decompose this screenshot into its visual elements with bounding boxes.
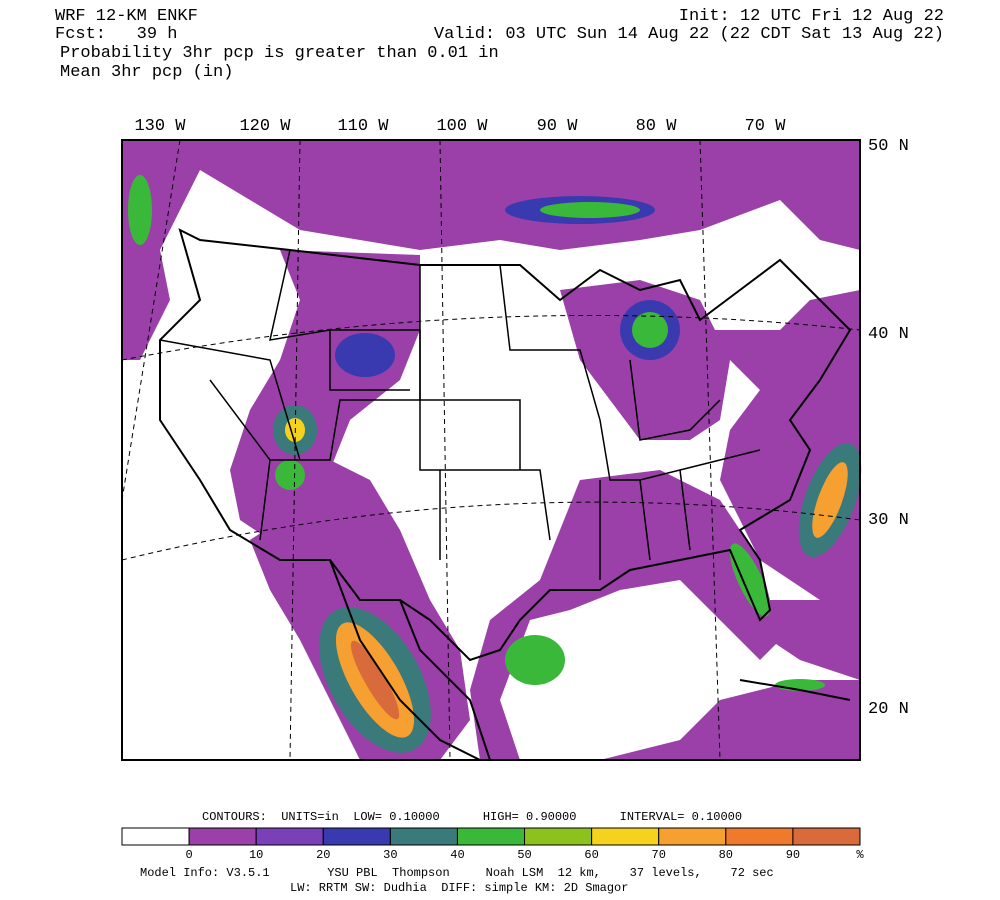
latitude-label: 40 N: [868, 325, 909, 344]
colorbar-label: 0: [185, 848, 192, 862]
field-name: Probability 3hr pcp is greater than 0.01…: [60, 44, 499, 63]
longitude-label: 70 W: [745, 117, 787, 136]
latitude-label: 20 N: [868, 700, 909, 719]
precip-high: [128, 175, 862, 753]
boundaries: [159, 228, 852, 761]
title: WRF 12-KM ENKF: [55, 7, 198, 26]
colorbar-box: [792, 827, 861, 846]
colorbar-box: [725, 827, 794, 846]
contour-info: CONTOURS: UNITS=in LOW= 0.10000 HIGH= 0.…: [202, 810, 742, 824]
longitude-labels: 130 W 120 W 110 W 100 W 90 W 80 W 70 W: [134, 117, 786, 136]
init-time: Init: 12 UTC Fri 12 Aug 22: [679, 7, 944, 26]
graticule: [121, 139, 861, 761]
colorbar-label: 70: [652, 848, 666, 862]
colorbar-label: 40: [450, 848, 464, 862]
field-name: Mean 3hr pcp (in): [60, 63, 233, 82]
colorbar-label: 30: [383, 848, 397, 862]
colorbar-label: 90: [786, 848, 800, 862]
colorbar-label: 50: [517, 848, 531, 862]
latitude-labels: 50 N 40 N 30 N 20 N: [868, 137, 909, 719]
model-info: Model Info: V3.5.1 YSU PBL Thompson Noah…: [140, 866, 774, 880]
longitude-label: 110 W: [337, 117, 389, 136]
colorbar-label: 20: [316, 848, 330, 862]
colorbar-label: 60: [584, 848, 598, 862]
colorbar-label: 10: [249, 848, 263, 862]
map-frame: [121, 139, 861, 761]
colorbar-label: %: [856, 848, 864, 862]
latitude-label: 30 N: [868, 511, 909, 530]
longitude-label: 90 W: [537, 117, 579, 136]
latitude-label: 50 N: [868, 137, 909, 156]
longitude-label: 80 W: [636, 117, 678, 136]
valid-time: Valid: 03 UTC Sun 14 Aug 22 (22 CDT Sat …: [434, 25, 944, 44]
longitude-label: 130 W: [134, 117, 186, 136]
colorbar-label: 80: [719, 848, 733, 862]
colorbar-box: [456, 827, 526, 846]
longitude-label: 120 W: [239, 117, 291, 136]
forecast-hour: Fcst: 39 h: [55, 25, 177, 44]
colorbar-box: [255, 827, 324, 846]
colorbar-box: [389, 827, 458, 846]
colorbar: 0 10 20 30 40 50 60 70 80 90%: [121, 827, 864, 862]
map: [121, 139, 862, 761]
colorbar-box: [524, 827, 593, 846]
model-info: LW: RRTM SW: Dudhia DIFF: simple KM: 2D …: [290, 881, 628, 895]
colorbar-box: [591, 827, 660, 846]
longitude-label: 100 W: [436, 117, 488, 136]
colorbar-box: [121, 827, 190, 846]
colorbar-box: [322, 827, 391, 846]
colorbar-box: [188, 827, 257, 846]
colorbar-box: [658, 827, 727, 846]
